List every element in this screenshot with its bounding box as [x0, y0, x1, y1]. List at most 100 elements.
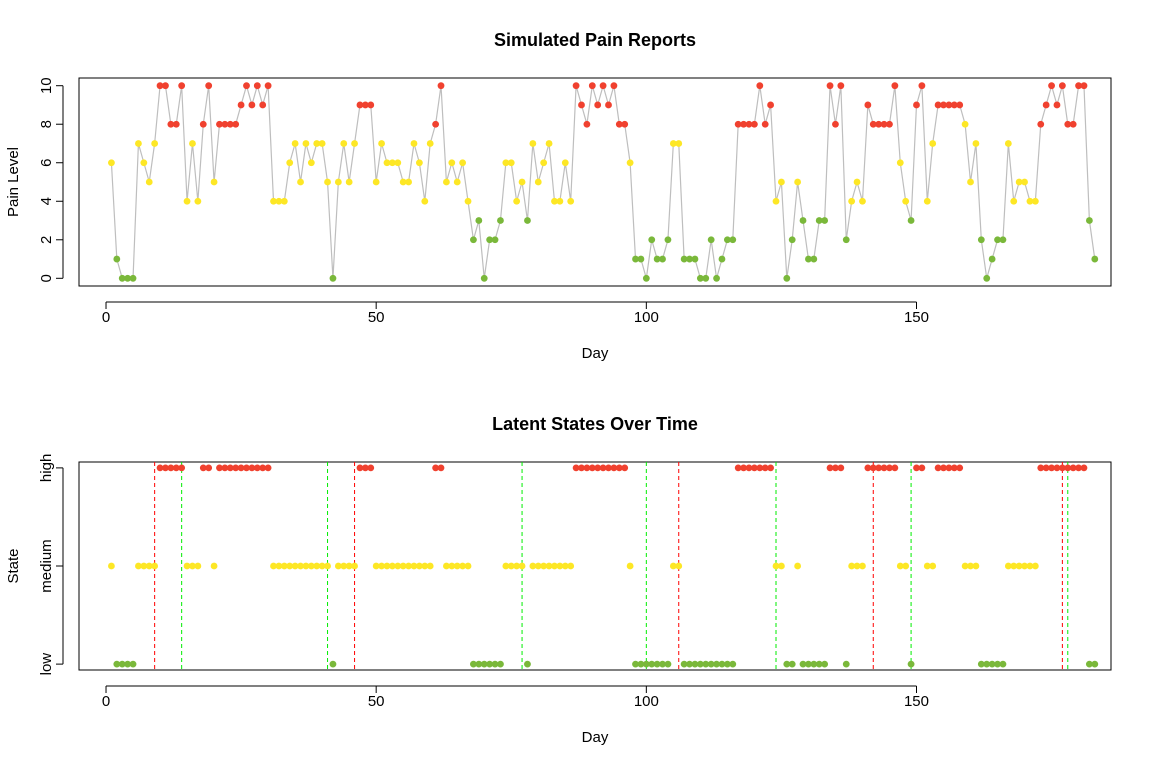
pain-point [637, 255, 645, 263]
state-point [696, 660, 704, 668]
states-y-label: State [5, 548, 22, 583]
pain-point [113, 255, 121, 263]
state-point [443, 562, 450, 570]
state-point [199, 464, 207, 472]
pain-point [351, 140, 358, 147]
state-point [1053, 464, 1061, 472]
state-point [599, 464, 607, 472]
state-point [934, 464, 942, 472]
state-point [578, 464, 585, 472]
state-point [534, 562, 542, 570]
pain-point [1026, 197, 1034, 205]
pain-point [896, 159, 904, 167]
pain-point [702, 274, 710, 282]
pain-point [745, 120, 753, 128]
state-point [313, 562, 321, 570]
state-point [999, 660, 1007, 668]
state-point [853, 562, 861, 570]
state-point [518, 562, 526, 570]
pain-point [664, 236, 672, 244]
state-point [432, 464, 440, 472]
state-point [572, 464, 580, 472]
state-point [686, 660, 693, 668]
pain-point [372, 178, 380, 186]
state-point [329, 660, 337, 668]
state-point [129, 660, 137, 668]
state-point [983, 660, 991, 668]
pain-point [151, 140, 159, 147]
state-point [583, 464, 591, 472]
pain-point [934, 101, 942, 109]
state-point [151, 562, 159, 570]
pain-point [291, 140, 299, 147]
pain-point [270, 197, 277, 205]
pain-point [886, 120, 893, 128]
pain-point [145, 178, 153, 186]
state-point [297, 562, 304, 570]
pain-point [1091, 255, 1099, 263]
pain-point [869, 120, 877, 128]
state-point [280, 562, 288, 570]
pain-point [524, 217, 531, 224]
pain-point [448, 159, 456, 167]
pain-point [859, 197, 866, 205]
state-point [124, 660, 132, 668]
state-point [318, 562, 326, 570]
pain-point [437, 82, 445, 90]
state-point [821, 660, 829, 668]
state-point [1058, 464, 1066, 472]
state-point [896, 562, 904, 570]
state-point [291, 562, 299, 570]
x-tick-label: 100 [634, 693, 659, 710]
state-point [610, 464, 618, 472]
state-point [734, 464, 742, 472]
pain-point [129, 274, 137, 282]
pain-point [432, 120, 440, 128]
y-tick-label: 4 [38, 197, 55, 205]
pain-point [561, 159, 569, 167]
state-point [810, 660, 818, 668]
x-tick-label: 0 [102, 309, 110, 326]
pain-point [988, 255, 996, 263]
pain-point [329, 274, 337, 282]
pain-point [772, 197, 780, 205]
state-point [869, 464, 877, 472]
state-point [967, 562, 974, 570]
state-point [162, 464, 169, 472]
pain-point [729, 236, 737, 244]
state-point [497, 660, 504, 668]
state-point [956, 464, 964, 472]
pain-point [232, 120, 240, 128]
state-point [178, 464, 186, 472]
pain-point [464, 197, 472, 205]
pain-point [340, 140, 348, 147]
state-point [1085, 660, 1093, 668]
pain-point [302, 140, 310, 147]
state-point [383, 562, 391, 570]
states-series-points [108, 464, 1099, 668]
pain-plot-box [78, 77, 1112, 287]
state-point [448, 562, 456, 570]
pain-point [788, 236, 796, 244]
pain-point [642, 274, 650, 282]
state-point [410, 562, 418, 570]
pain-point [226, 120, 234, 128]
states-plot-box [78, 461, 1112, 671]
pain-point [534, 178, 542, 186]
state-point [994, 660, 1001, 668]
state-point [324, 562, 331, 570]
pain-point [275, 197, 283, 205]
state-point [729, 660, 737, 668]
pain-point [815, 217, 823, 224]
pain-point [221, 120, 229, 128]
states-x-axis: 0 50 100 150 [102, 685, 929, 710]
pain-point [383, 159, 391, 167]
pain-point [675, 140, 683, 147]
pain-point [805, 255, 812, 263]
pain-point [648, 236, 656, 244]
state-point [756, 464, 764, 472]
pain-point [237, 101, 245, 109]
pain-point [118, 274, 126, 282]
pain-point [443, 178, 450, 186]
state-point [567, 562, 575, 570]
